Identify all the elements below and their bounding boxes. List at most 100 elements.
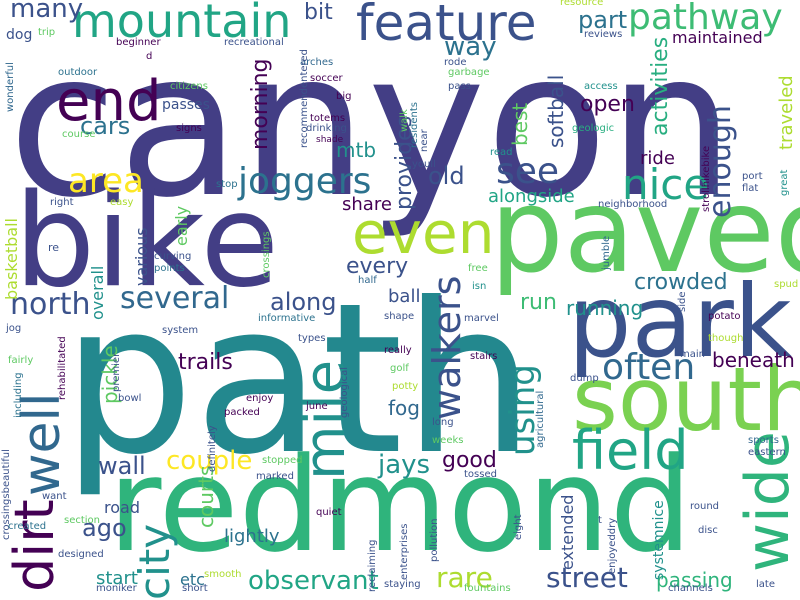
word-passes: passes — [162, 97, 210, 113]
word-want: want — [42, 491, 67, 502]
word-ago: ago — [82, 514, 127, 542]
word-stop: stop — [216, 179, 238, 190]
word-near: near — [419, 129, 430, 152]
word-crossings: crossings — [261, 231, 272, 278]
word-moniker: moniker — [96, 583, 137, 594]
word-disc: disc — [698, 525, 718, 536]
word-side: side — [677, 291, 688, 313]
word-designed: designed — [58, 549, 104, 560]
word-maintained: maintained — [672, 28, 763, 47]
word-eight: eight — [513, 514, 524, 540]
word-potty: potty — [392, 381, 419, 392]
word-beginner: beginner — [116, 37, 161, 48]
word-read: read — [490, 147, 513, 158]
word-points: points — [154, 263, 185, 274]
word-outdoor: outdoor — [58, 67, 98, 78]
word-fairly: fairly — [8, 355, 34, 366]
word-running: running — [566, 296, 644, 320]
word-section: section — [64, 515, 101, 526]
word-park: park — [568, 263, 792, 380]
word-really: really — [384, 345, 412, 356]
word-paved: paved — [490, 164, 800, 299]
word-ball: ball — [388, 286, 421, 307]
word-marvel: marvel — [464, 313, 499, 324]
word-early: early — [172, 205, 191, 246]
word-golf: golf — [390, 363, 409, 374]
word-lightly: lightly — [224, 526, 280, 547]
word-etc: etc — [180, 570, 205, 589]
word-alongside: alongside — [488, 186, 575, 207]
word-redmond: redmond — [108, 429, 693, 581]
word-pollution: pollution — [429, 518, 440, 562]
word-passing: passing — [656, 568, 733, 592]
word-overall: overall — [88, 265, 107, 320]
word-ride: ride — [640, 148, 675, 169]
word-great: great — [779, 169, 790, 196]
word-crowded: crowded — [634, 270, 728, 295]
word-see: see — [496, 151, 560, 192]
word-end: end — [56, 69, 162, 134]
word-geological: geological — [339, 366, 350, 418]
word-quiet: quiet — [316, 507, 342, 518]
word-though: though — [708, 333, 744, 344]
word-stopped: stopped — [262, 455, 303, 466]
word-arches: arches — [300, 57, 334, 68]
word-june: june — [306, 401, 328, 412]
word-right: right — [50, 197, 74, 208]
word-spud: spud — [774, 279, 799, 290]
word-softball: softball — [544, 74, 568, 148]
word-smooth: smooth — [204, 569, 242, 580]
word-field: field — [572, 419, 689, 482]
word-definitely: definitely — [207, 425, 218, 472]
word-bike: bike — [14, 167, 280, 316]
word-canyon: canyon — [8, 9, 735, 242]
word-youll: youll — [412, 159, 436, 170]
word-fountains: fountains — [464, 583, 511, 594]
word-jumble: jumble — [601, 235, 612, 270]
word-walkers: walkers — [425, 275, 469, 420]
word-long: long — [432, 417, 454, 428]
word-path: path — [62, 259, 535, 501]
word-jays: jays — [378, 450, 431, 480]
word-various: various — [132, 227, 151, 286]
word-soccer: soccer — [310, 73, 343, 84]
word-trip: trip — [38, 27, 56, 38]
word-course: course — [62, 129, 96, 140]
word-old: old — [428, 162, 465, 190]
word-short: short — [182, 583, 208, 594]
word-marked: marked — [256, 471, 294, 482]
word-reviews: reviews — [584, 29, 623, 40]
word-couple: couple — [166, 446, 253, 476]
word-observant: observant — [248, 566, 379, 596]
word-nice: nice — [622, 160, 710, 209]
word-totems: totems — [310, 113, 346, 124]
word-dog: dog — [6, 27, 33, 43]
word-agricultural: agricultural — [535, 390, 546, 448]
word-way: way — [444, 32, 497, 62]
word-recommendentered: recommendentered — [299, 49, 310, 148]
word-share: share — [342, 194, 392, 215]
word-pathway: pathway — [628, 0, 783, 38]
word-city: city — [130, 523, 179, 600]
word-many: many — [10, 0, 84, 24]
word-drinking: drinking — [306, 123, 347, 134]
word-joggers: joggers — [238, 161, 372, 202]
word-extended: extended — [558, 494, 577, 570]
word-neighborhood: neighborhood — [598, 199, 668, 210]
word-resource: resource — [560, 0, 604, 8]
word-rare: rare — [436, 561, 493, 594]
word-big: big — [336, 91, 352, 102]
word-round: round — [690, 501, 720, 512]
word-potato: potato — [708, 311, 741, 322]
word-wonderful: wonderful — [5, 62, 16, 112]
word-port: port — [742, 171, 763, 182]
word-dirt: dirt — [3, 499, 66, 592]
word-pass: pass — [448, 81, 471, 92]
word-weeks: weeks — [432, 435, 464, 446]
word-area: area — [68, 161, 144, 201]
word-late: late — [756, 579, 775, 590]
word-access: access — [584, 81, 618, 92]
word-run: run — [520, 290, 557, 315]
word-stairs: stairs — [470, 351, 498, 362]
word-mountain: mountain — [72, 0, 292, 48]
